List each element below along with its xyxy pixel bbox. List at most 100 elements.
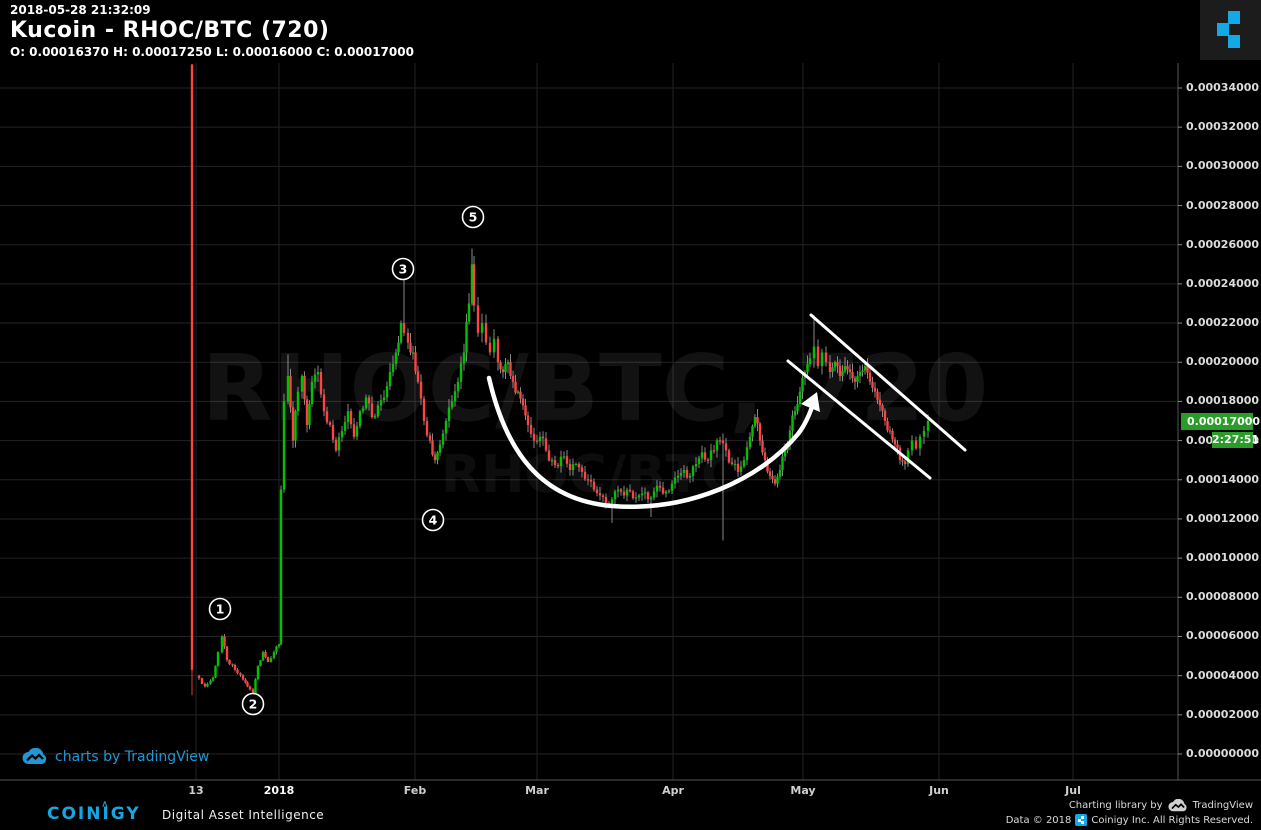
annotation-circle bbox=[241, 692, 265, 716]
candle bbox=[851, 372, 854, 379]
candle bbox=[241, 675, 245, 680]
circled-number-annotation[interactable]: 4 bbox=[421, 508, 445, 532]
candle bbox=[866, 366, 869, 373]
candle bbox=[706, 459, 710, 461]
tradingview-cloud-icon bbox=[22, 748, 47, 764]
time-tick-label: Feb bbox=[403, 784, 427, 797]
candle bbox=[616, 489, 620, 492]
candle bbox=[871, 381, 874, 388]
price-tick-label: 0.00010000 bbox=[1186, 551, 1260, 565]
candle bbox=[231, 664, 234, 666]
axis-lines bbox=[0, 63, 1261, 781]
price-tick-label: 0.00006000 bbox=[1186, 629, 1260, 643]
candle bbox=[568, 463, 572, 470]
candle bbox=[828, 362, 832, 373]
candle bbox=[308, 403, 311, 425]
chart-drawings[interactable]: 1 2 3 4 5 bbox=[208, 205, 967, 716]
candle bbox=[664, 491, 668, 494]
candle bbox=[661, 487, 665, 494]
bar-countdown-badge: 2:27:51 bbox=[1212, 432, 1260, 448]
candle bbox=[793, 411, 797, 416]
candle bbox=[296, 391, 300, 412]
candle bbox=[806, 363, 809, 373]
candle bbox=[289, 375, 292, 408]
gridlines bbox=[0, 63, 1178, 780]
candle bbox=[574, 464, 578, 466]
price-tick-label: 0.00012000 bbox=[1186, 511, 1260, 525]
charting-library-credit-text: Charting library by bbox=[1068, 800, 1163, 811]
trendline-drawing[interactable] bbox=[786, 359, 932, 480]
price-tick-label: 0.00014000 bbox=[1186, 472, 1260, 486]
arrow-head-drawing[interactable] bbox=[801, 392, 820, 412]
annotation-circle bbox=[391, 257, 415, 281]
candle bbox=[337, 437, 341, 451]
candle bbox=[506, 362, 510, 365]
watermark-symbol-interval: RHOC/BTC, 720 bbox=[202, 335, 989, 442]
candle bbox=[903, 461, 907, 465]
coinigy-logo-square-icon bbox=[1217, 23, 1229, 36]
candle bbox=[214, 665, 217, 678]
candle bbox=[538, 436, 542, 442]
candle bbox=[322, 394, 326, 412]
candle bbox=[646, 492, 650, 500]
candle bbox=[922, 430, 926, 437]
candle bbox=[580, 467, 584, 472]
trendline-drawing[interactable] bbox=[809, 313, 967, 452]
coinigy-mini-icon bbox=[1075, 814, 1088, 826]
watermark-symbol: RHOC/BTC bbox=[441, 445, 739, 505]
annotation-circle bbox=[208, 597, 232, 621]
candle bbox=[233, 664, 237, 670]
candle bbox=[586, 479, 590, 481]
candle bbox=[739, 466, 743, 472]
annotation-number: 3 bbox=[399, 262, 408, 277]
candle bbox=[431, 440, 434, 455]
candle bbox=[414, 352, 417, 372]
candle bbox=[595, 489, 599, 494]
candle bbox=[441, 433, 445, 445]
candle bbox=[766, 460, 769, 472]
candle bbox=[294, 411, 297, 441]
candle bbox=[349, 411, 353, 425]
candle bbox=[858, 372, 862, 377]
candle bbox=[863, 366, 867, 371]
candle bbox=[541, 436, 545, 439]
candle bbox=[467, 303, 471, 322]
candle bbox=[625, 489, 629, 496]
candle bbox=[691, 466, 695, 476]
candle bbox=[509, 362, 512, 376]
circled-number-annotation[interactable]: 1 bbox=[208, 597, 232, 621]
candle bbox=[861, 370, 864, 373]
circled-number-annotation[interactable]: 2 bbox=[241, 692, 265, 716]
candle bbox=[876, 391, 879, 400]
candle bbox=[658, 485, 662, 488]
candle bbox=[881, 405, 884, 411]
price-tick-label: 0.00030000 bbox=[1186, 159, 1260, 173]
candle bbox=[376, 405, 380, 417]
candle bbox=[667, 490, 671, 492]
price-tick-label: 0.00024000 bbox=[1186, 276, 1260, 290]
cup-curve-drawing[interactable] bbox=[486, 375, 817, 509]
time-tick-label: 2018 bbox=[263, 784, 295, 797]
candle bbox=[831, 367, 834, 373]
candle bbox=[216, 652, 220, 666]
candle bbox=[733, 463, 737, 466]
tradingview-attribution-link[interactable]: charts by TradingView bbox=[22, 748, 209, 765]
candle bbox=[778, 469, 782, 477]
charting-library-credit[interactable]: Charting library by TradingView bbox=[1069, 799, 1253, 812]
candle bbox=[225, 646, 229, 660]
footer-tagline: Digital Asset Intelligence bbox=[162, 808, 325, 822]
candle bbox=[559, 456, 563, 467]
candle bbox=[878, 399, 882, 406]
candle bbox=[453, 391, 457, 402]
candle bbox=[553, 460, 557, 466]
circled-number-annotation[interactable]: 3 bbox=[391, 257, 415, 281]
candle bbox=[399, 323, 403, 343]
candle bbox=[358, 411, 362, 427]
candle bbox=[282, 401, 286, 490]
candle bbox=[601, 495, 605, 497]
circled-number-annotation[interactable]: 5 bbox=[461, 205, 485, 229]
candle bbox=[190, 64, 194, 670]
last-price-badge: 0.00017000 bbox=[1181, 413, 1260, 430]
data-copyright-suffix: Coinigy Inc. All Rights Reserved. bbox=[1091, 814, 1253, 826]
